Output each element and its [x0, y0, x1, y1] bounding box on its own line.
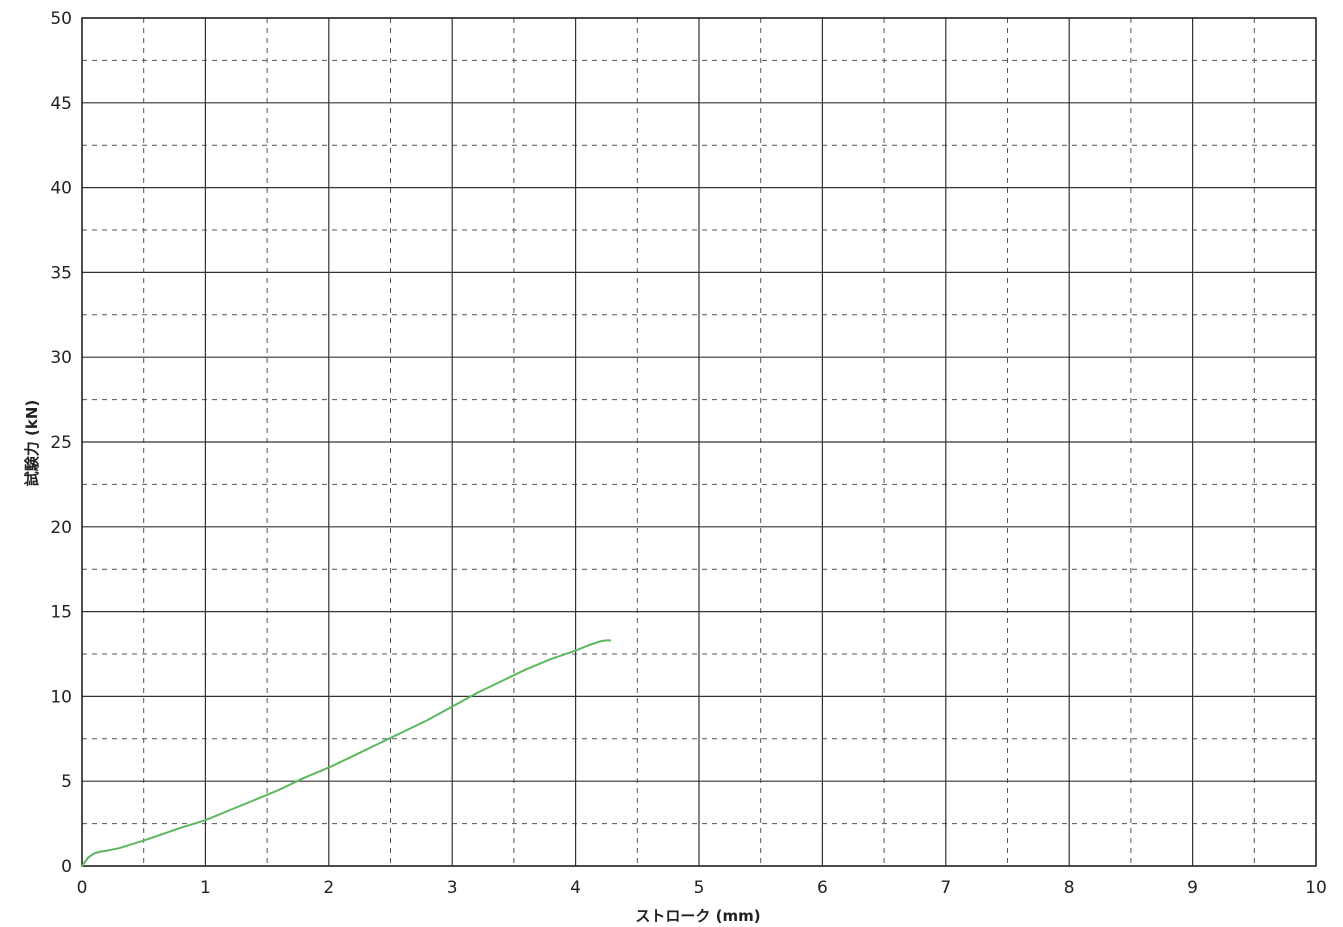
series-layer	[81, 639, 612, 867]
x-tick-label: 1	[200, 878, 211, 898]
y-tick-label: 15	[50, 603, 72, 623]
y-tick-label: 50	[50, 9, 72, 29]
y-tick-label: 20	[50, 518, 72, 538]
x-tick-label: 10	[1305, 878, 1327, 898]
y-tick-label: 5	[61, 772, 72, 792]
x-tick-label: 7	[940, 878, 951, 898]
y-axis-title: 試験力 (kN)	[23, 400, 41, 486]
y-tick-label: 0	[61, 857, 72, 877]
y-tick-label: 10	[50, 687, 72, 707]
x-tick-label: 4	[570, 878, 581, 898]
plot-frame	[81, 17, 1317, 867]
x-axis-title: ストローク (mm)	[635, 907, 760, 925]
x-tick-label: 3	[447, 878, 458, 898]
y-tick-label: 25	[50, 433, 72, 453]
series-line-0	[81, 639, 612, 867]
x-tick-label: 6	[817, 878, 828, 898]
grid	[81, 17, 1317, 867]
x-tick-label: 5	[694, 878, 705, 898]
y-tick-label: 40	[50, 179, 72, 199]
x-tick-label: 9	[1187, 878, 1198, 898]
x-tick-label: 8	[1064, 878, 1075, 898]
x-tick-label: 2	[323, 878, 334, 898]
x-tick-label: 0	[77, 878, 88, 898]
y-tick-label: 35	[50, 263, 72, 283]
y-tick-label: 45	[50, 94, 72, 114]
y-tick-label: 30	[50, 348, 72, 368]
